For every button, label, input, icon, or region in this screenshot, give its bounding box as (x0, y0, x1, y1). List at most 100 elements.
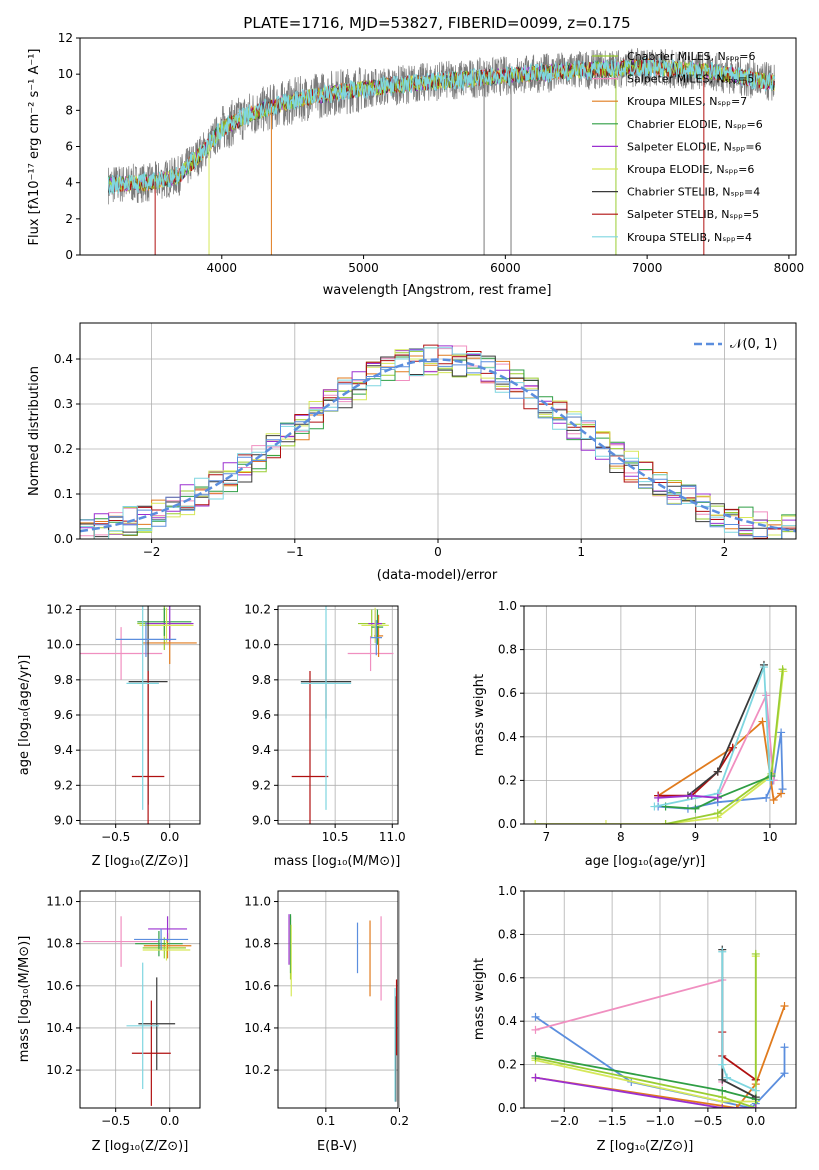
y-tick-label: 0.2 (54, 442, 73, 456)
mass-weight-marker (759, 663, 768, 672)
mass-weight-line (658, 747, 734, 797)
age-vs-mass-panel: 10.5 11.0 9.0 9.2 9.4 9.6 9.8 10.0 10.2 mass [lo… (244, 603, 405, 869)
mass-weight-line (535, 953, 757, 1108)
mass-weight-marker (687, 791, 696, 800)
y-tick-label: 0.0 (54, 532, 73, 546)
residual-histogram (80, 347, 796, 539)
y-tick-label: 9.8 (252, 673, 271, 687)
y-tick-label: 0.6 (498, 971, 517, 985)
y-tick-label: 0 (65, 248, 73, 262)
y-tick-label: 10.6 (244, 979, 271, 993)
mass-weight-line (721, 951, 757, 1092)
y-tick-label: 9.8 (54, 673, 73, 687)
y-tick-label: 10.2 (46, 603, 73, 617)
age-vs-z-panel: −0.5 0.0 9.0 9.2 9.4 9.6 9.8 10.0 10.2 Z [log₁₀(… (17, 603, 201, 869)
x-tick-label: 0.0 (160, 830, 179, 844)
x-tick-label: −2 (143, 545, 161, 559)
residual-histogram (80, 344, 796, 539)
mass-weight-line (654, 666, 771, 808)
mass-weight-vs-age-xlabel: age [log₁₀(age/yr)] (585, 854, 706, 869)
y-tick-label: 10.4 (46, 1021, 73, 1035)
y-tick-label: 10.2 (244, 1063, 271, 1077)
x-tick-label: 0 (434, 545, 442, 559)
y-tick-label: 9.6 (252, 708, 271, 722)
mass-weight-marker (767, 772, 776, 781)
mass-weight-marker (713, 809, 722, 818)
x-tick-label: 4000 (207, 261, 238, 275)
y-tick-label: 4 (65, 176, 73, 190)
mass-weight-line (665, 669, 784, 824)
mass-weight-marker (718, 1104, 727, 1108)
x-tick-label: 9 (692, 830, 700, 844)
mass-weight-marker (531, 1025, 540, 1034)
x-tick-label: 7 (543, 830, 551, 844)
residuals-legend: 𝒩(0, 1) (694, 337, 777, 352)
x-tick-label: 0.0 (746, 1114, 765, 1128)
mass-weight-vs-age-panel: 7 8 9 10 0.0 0.2 0.4 0.6 0.8 1.0 age [log₁₀(age/y… (472, 599, 797, 869)
mass-weight-marker (691, 804, 700, 813)
residual-histogram (80, 349, 796, 539)
y-tick-label: 0.8 (498, 927, 517, 941)
mass-weight-marker (758, 717, 767, 726)
residuals-ylabel: Normed distribution (27, 366, 42, 496)
mass-weight-marker (531, 1073, 540, 1082)
x-tick-label: 8000 (774, 261, 805, 275)
mass-weight-marker (531, 820, 540, 824)
mass-weight-line (535, 1076, 756, 1108)
mass-weight-marker (780, 1002, 789, 1011)
mass-weight-vs-age-ylabel: mass weight (472, 674, 487, 756)
x-tick-label: 0.2 (390, 1114, 409, 1128)
y-tick-label: 9.0 (252, 813, 271, 827)
legend-label: Chabrier STELIB, Nₛₚₚ=4 (627, 186, 760, 199)
legend-label: Salpeter MILES, Nₛₚₚ=5 (627, 73, 754, 86)
page-title: PLATE=1716, MJD=53827, FIBERID=0099, z=0… (243, 14, 630, 32)
legend-label: Kroupa MILES, Nₛₚₚ=7 (627, 95, 747, 108)
mass-vs-z-ylabel: mass [log₁₀(M/M⊙)] (17, 936, 32, 1063)
mass-vs-z-panel: −0.5 0.0 10.2 10.4 10.6 10.8 11.0 Z [log₁₀(Z/Z… (17, 890, 201, 1154)
residuals-xlabel: (data-model)/error (377, 568, 498, 583)
x-tick-label: 1 (577, 545, 585, 559)
mass-weight-marker (650, 802, 659, 811)
y-tick-label: 0.3 (54, 397, 73, 411)
y-tick-label: 9.6 (54, 708, 73, 722)
y-tick-label: 0.4 (498, 730, 517, 744)
y-tick-label: 2 (65, 212, 73, 226)
mass-weight-marker (778, 785, 787, 794)
mass-weight-vs-z-xlabel: Z [log₁₀(Z/Z⊙)] (597, 1139, 694, 1154)
legend-label: Chabrier ELODIE, Nₛₚₚ=6 (627, 118, 763, 131)
x-tick-label: −2.0 (550, 1114, 579, 1128)
mass-vs-ebv-panel: 0.1 0.2 10.2 10.4 10.6 10.8 11.0 E(B-V) (244, 890, 409, 1154)
y-tick-label: 1.0 (498, 599, 517, 613)
mass-weight-line (535, 671, 785, 824)
x-tick-label: 10 (762, 830, 777, 844)
normal-curve (80, 358, 796, 533)
mass-weight-marker (762, 793, 771, 802)
y-tick-label: 0.4 (54, 352, 73, 366)
y-tick-label: 11.0 (244, 895, 271, 909)
y-tick-label: 12 (58, 31, 73, 45)
x-tick-label: −0.5 (101, 1114, 130, 1128)
spectrum-ylabel: Flux [fλ10⁻¹⁷ erg cm⁻² s⁻¹ A⁻¹] (27, 49, 42, 246)
x-tick-label: 0.1 (316, 1114, 335, 1128)
mass-weight-marker (654, 793, 663, 802)
y-tick-label: 0.2 (498, 1058, 517, 1072)
mass-weight-marker (661, 820, 670, 824)
mass-weight-marker (751, 949, 760, 958)
spectrum-legend: Chabrier MILES, Nₛₚₚ=6 Salpeter MILES, Nₛ… (592, 50, 763, 244)
x-tick-label: −1.5 (598, 1114, 627, 1128)
mass-weight-line (665, 775, 772, 810)
x-tick-label: 6000 (490, 261, 521, 275)
age-vs-z-ylabel: age [log₁₀(age/yr)] (17, 655, 32, 776)
legend-label: 𝒩(0, 1) (730, 337, 777, 352)
mass-weight-marker (778, 665, 787, 674)
mass-weight-marker (718, 1086, 727, 1095)
legend-label: Chabrier MILES, Nₛₚₚ=6 (627, 50, 756, 63)
y-tick-label: 0.1 (54, 487, 73, 501)
x-tick-label: 7000 (632, 261, 663, 275)
mass-weight-marker (723, 1073, 732, 1082)
data-spectrum-line (108, 47, 776, 205)
spectrum-xlabel: wavelength [Angstrom, rest frame] (323, 283, 552, 298)
spectrum-panel: 4000 5000 6000 7000 8000 0 2 4 6 8 10 12 wavelength… (27, 31, 804, 298)
y-tick-label: 0.4 (498, 1014, 517, 1028)
